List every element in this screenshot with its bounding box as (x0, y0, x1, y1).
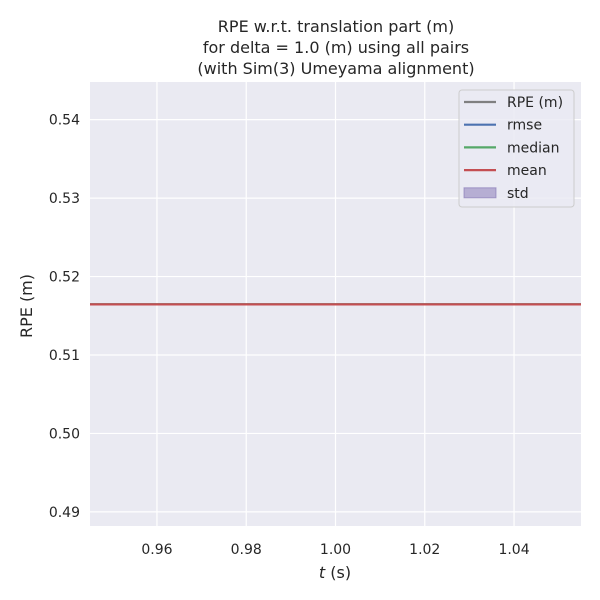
chart-title: RPE w.r.t. translation part (m) for delt… (197, 17, 474, 78)
x-tick-label: 1.02 (409, 542, 440, 558)
chart-title-line-1: RPE w.r.t. translation part (m) (218, 17, 454, 36)
y-tick-label: 0.54 (49, 113, 80, 129)
x-axis-label: t (s) (319, 563, 351, 582)
legend-label: median (507, 140, 559, 156)
y-tick-label: 0.49 (49, 505, 80, 521)
chart-title-line-3: (with Sim(3) Umeyama alignment) (197, 59, 474, 78)
legend-label: mean (507, 163, 547, 179)
x-axis-label-variable: t (319, 563, 326, 582)
legend-label: std (507, 186, 529, 202)
legend-swatch-std (463, 187, 497, 199)
legend-label: rmse (507, 118, 542, 134)
y-tick-label: 0.52 (49, 270, 80, 286)
tick-labels: 0.96 0.98 1.00 1.02 1.04 0.49 0.50 0.51 0.52 0.53… (49, 113, 530, 558)
x-tick-label: 1.00 (320, 542, 351, 558)
y-tick-label: 0.53 (49, 191, 80, 207)
legend-box (458, 89, 575, 208)
legend: RPE (m) rmse median mean std (458, 89, 575, 208)
legend-label: RPE (m) (507, 95, 563, 111)
x-tick-label: 1.04 (498, 542, 529, 558)
x-axis-label-unit: (s) (325, 563, 351, 582)
chart-title-line-2: for delta = 1.0 (m) using all pairs (203, 38, 469, 57)
x-tick-label: 0.96 (141, 542, 172, 558)
y-axis-label: RPE (m) (17, 274, 36, 338)
y-tick-label: 0.50 (49, 426, 80, 442)
x-tick-label: 0.98 (231, 542, 262, 558)
y-tick-label: 0.51 (49, 348, 80, 364)
